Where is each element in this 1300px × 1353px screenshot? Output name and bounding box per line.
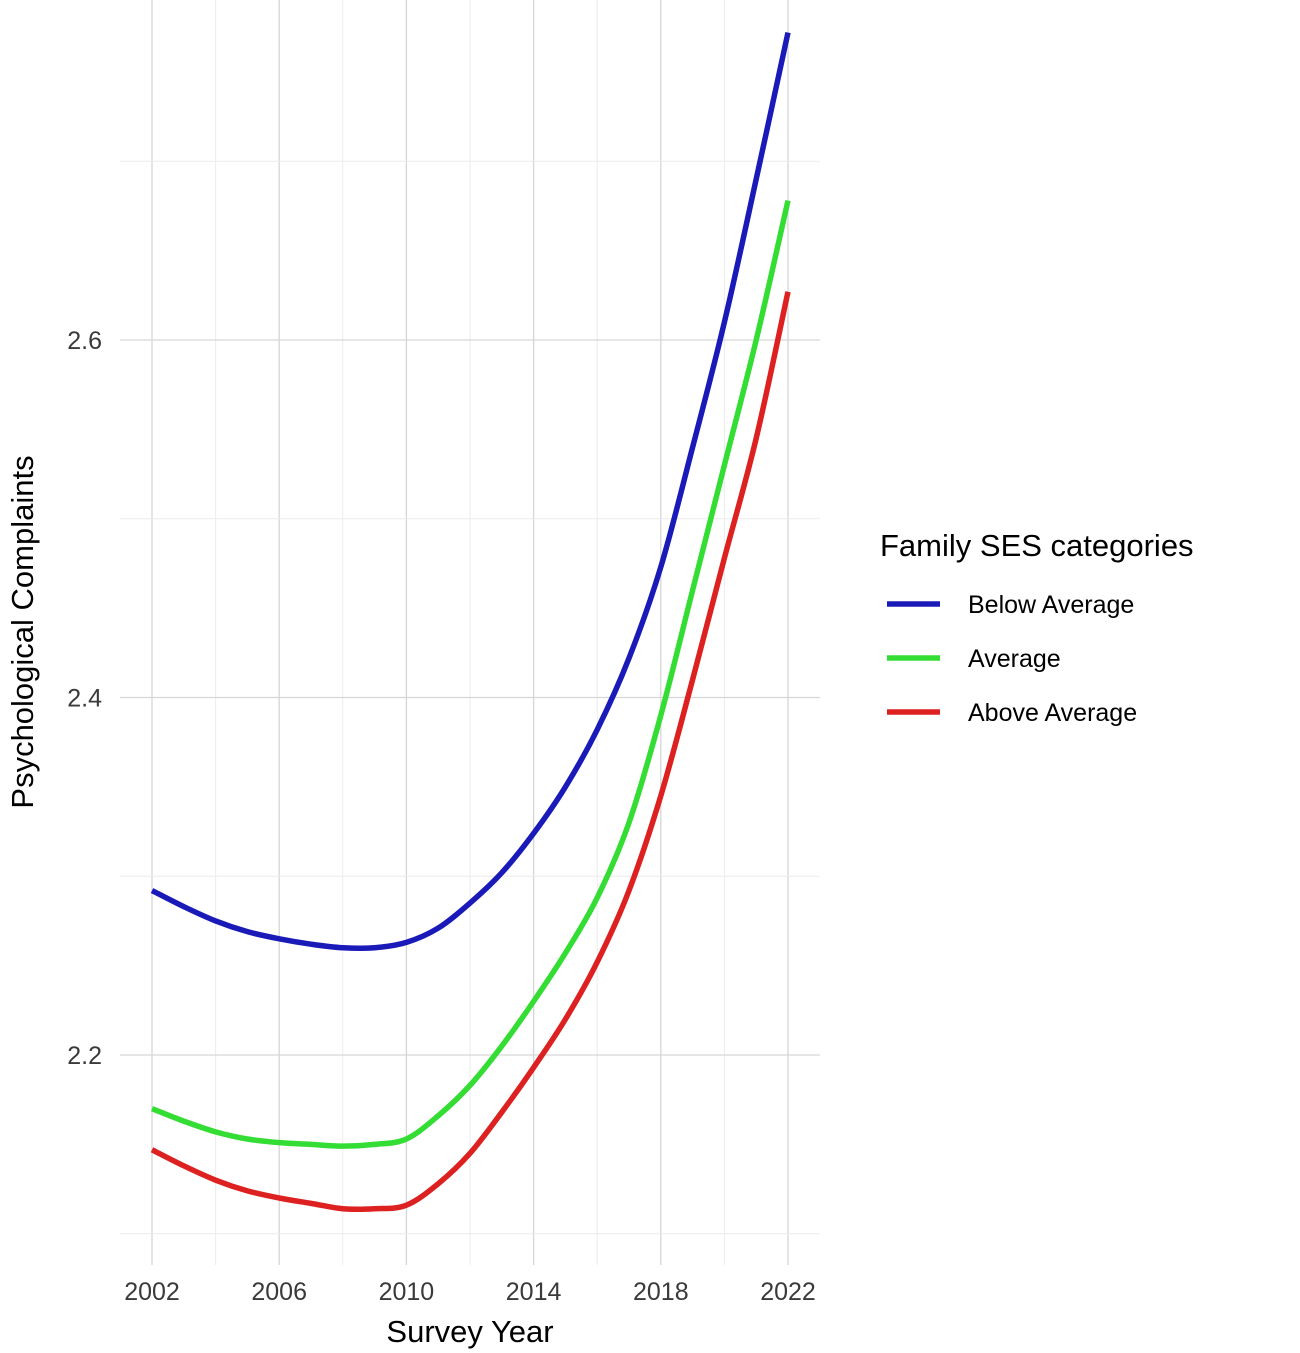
y-tick-label: 2.2 (67, 1042, 102, 1070)
series-line-average (150, 199, 791, 1149)
x-axis-title: Survey Year (386, 1314, 553, 1349)
x-tick-label: 2018 (633, 1278, 689, 1306)
series-line-above-average (150, 291, 791, 1213)
series-lines (150, 31, 791, 1213)
y-axis-title: Psychological Complaints (5, 455, 40, 808)
x-tick-label: 2002 (124, 1278, 180, 1306)
legend-title: Family SES categories (880, 528, 1194, 563)
legend-label: Above Average (968, 699, 1137, 727)
y-tick-label: 2.4 (67, 685, 102, 713)
series-line-below-average (150, 31, 791, 952)
grid (120, 0, 820, 1265)
y-axis-ticks: 2.2 2.4 2.6 (67, 327, 102, 1070)
x-tick-label: 2014 (506, 1278, 562, 1306)
x-tick-label: 2006 (251, 1278, 307, 1306)
legend-label: Average (968, 645, 1061, 673)
x-tick-label: 2022 (760, 1278, 816, 1306)
legend-label: Below Average (968, 591, 1134, 619)
y-tick-label: 2.6 (67, 327, 102, 355)
legend: Family SES categories Below Average Avera… (880, 528, 1194, 727)
x-tick-label: 2010 (379, 1278, 435, 1306)
x-axis-ticks: 2002 2006 2010 2014 2018 2022 (124, 1278, 816, 1306)
